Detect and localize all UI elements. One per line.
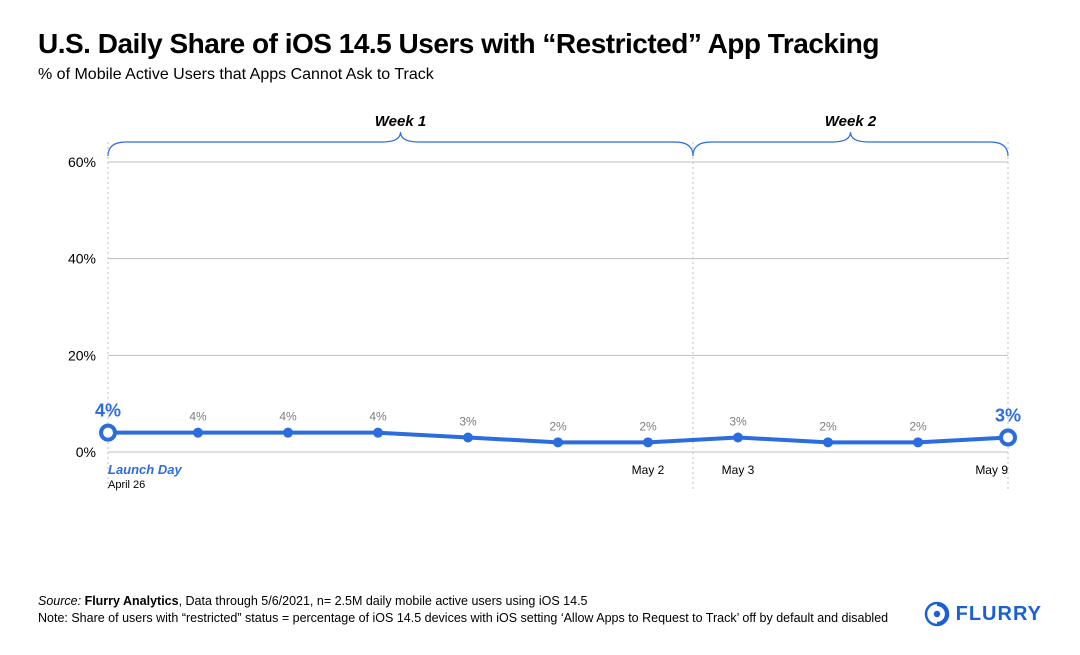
svg-text:April 26: April 26 bbox=[108, 479, 145, 491]
svg-text:3%: 3% bbox=[729, 415, 747, 429]
svg-text:4%: 4% bbox=[279, 410, 297, 424]
source-name: Flurry Analytics bbox=[85, 594, 179, 608]
svg-text:May 2: May 2 bbox=[632, 463, 665, 477]
svg-text:2%: 2% bbox=[909, 419, 927, 433]
chart-area: 0% 20% 40% 60% Week 1 Week 2 4% 4% 4% 4% 3% 2% 2% 3% 2… bbox=[38, 102, 1042, 532]
svg-text:3%: 3% bbox=[459, 415, 477, 429]
flurry-logo: FLURRY bbox=[924, 601, 1042, 627]
line-chart-svg: 0% 20% 40% 60% Week 1 Week 2 4% 4% 4% 4% 3% 2% 2% 3% 2… bbox=[38, 102, 1042, 532]
svg-text:40%: 40% bbox=[68, 251, 96, 267]
svg-text:Launch Day: Launch Day bbox=[108, 462, 182, 477]
svg-text:0%: 0% bbox=[76, 444, 96, 460]
svg-text:4%: 4% bbox=[189, 410, 207, 424]
source-rest: , Data through 5/6/2021, n= 2.5M daily m… bbox=[179, 594, 588, 608]
source-prefix: Source: bbox=[38, 594, 85, 608]
svg-text:May 9: May 9 bbox=[975, 463, 1008, 477]
svg-text:Week 2: Week 2 bbox=[825, 113, 877, 130]
svg-text:2%: 2% bbox=[819, 419, 837, 433]
svg-text:2%: 2% bbox=[639, 419, 657, 433]
footnotes: Source: Flurry Analytics, Data through 5… bbox=[38, 593, 888, 627]
svg-text:May 3: May 3 bbox=[722, 463, 755, 477]
svg-text:4%: 4% bbox=[95, 401, 121, 421]
svg-text:4%: 4% bbox=[369, 410, 387, 424]
svg-text:60%: 60% bbox=[68, 154, 96, 170]
flurry-logo-icon bbox=[924, 601, 950, 627]
svg-text:Week 1: Week 1 bbox=[375, 113, 426, 130]
svg-text:20%: 20% bbox=[68, 347, 96, 363]
svg-text:2%: 2% bbox=[549, 419, 567, 433]
chart-title: U.S. Daily Share of iOS 14.5 Users with … bbox=[38, 28, 1042, 60]
flurry-logo-text: FLURRY bbox=[956, 603, 1042, 626]
svg-text:3%: 3% bbox=[995, 406, 1021, 426]
footnote-note: Note: Share of users with “restricted” s… bbox=[38, 610, 888, 627]
chart-subtitle: % of Mobile Active Users that Apps Canno… bbox=[38, 66, 1042, 84]
